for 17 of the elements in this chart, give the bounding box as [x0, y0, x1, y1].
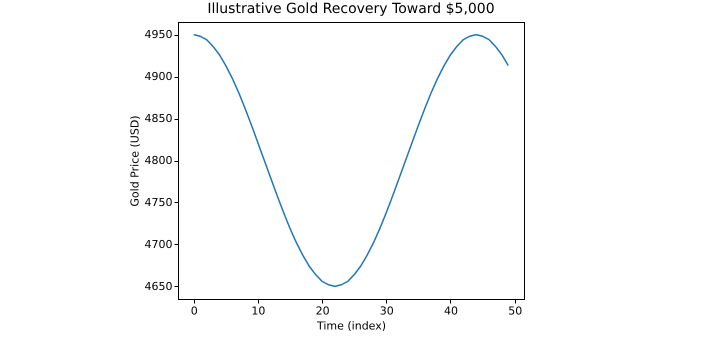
chart-title: Illustrative Gold Recovery Toward $5,000: [207, 1, 495, 17]
y-tick-label: 4650: [144, 280, 172, 293]
y-tick-label: 4700: [144, 238, 172, 251]
y-tick-label: 4850: [144, 112, 172, 126]
line-series: [192, 34, 510, 288]
x-tick-label: 50: [508, 304, 522, 318]
x-axis-title: Time (index): [316, 320, 386, 332]
y-tick-label: 4900: [144, 70, 172, 84]
x-tick-label: 10: [251, 304, 266, 318]
x-tick-label: 20: [316, 304, 330, 318]
x-tick-label: 40: [444, 304, 458, 318]
y-tick-label: 4800: [144, 154, 172, 167]
x-tick-label: 0: [190, 304, 198, 318]
y-tick-label: 4950: [144, 28, 172, 42]
x-tick-label: 30: [380, 304, 394, 318]
y-axis-title: Gold Price (USD): [128, 115, 142, 207]
y-tick-label: 4750: [144, 196, 172, 209]
